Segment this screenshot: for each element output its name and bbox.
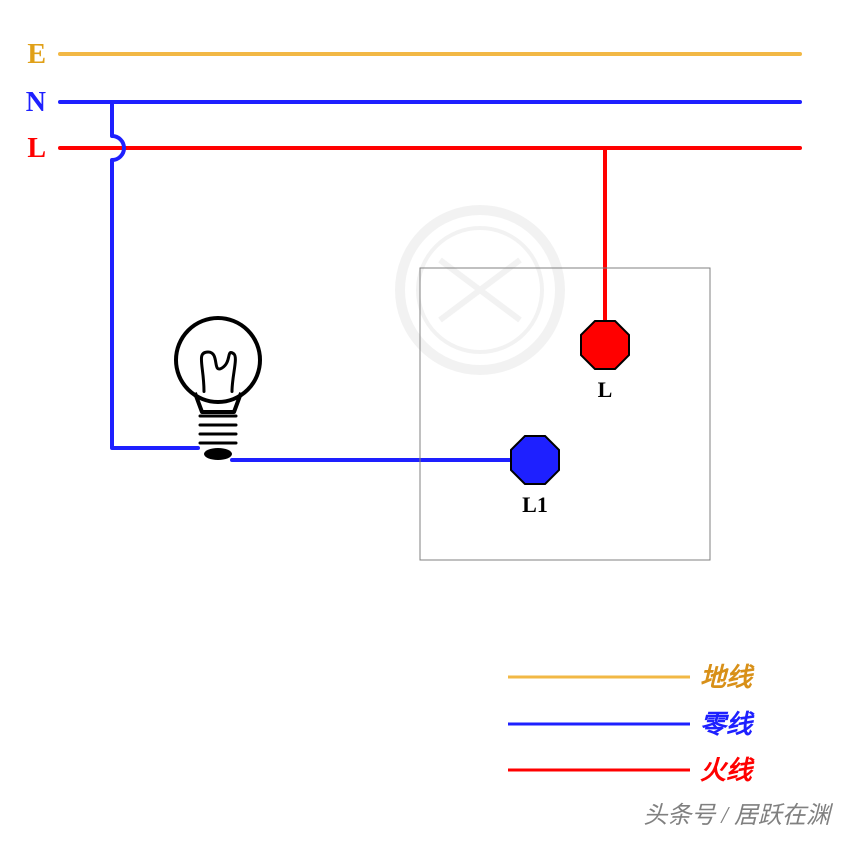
terminal-l1-label: L1 <box>522 492 548 517</box>
earth-bus-label: E <box>27 39 46 70</box>
switch-box <box>420 268 710 560</box>
live-bus-label: L <box>27 133 46 164</box>
neutral-bus-label: N <box>26 87 46 118</box>
legend-label-1: 零线 <box>700 710 755 739</box>
legend-label-2: 火线 <box>700 756 755 785</box>
watermark <box>400 210 560 370</box>
footer-attribution: 头条号 / 居跃在渊 <box>643 802 834 829</box>
neutral-to-bulb-wire <box>112 102 198 448</box>
light-bulb-icon <box>176 318 260 460</box>
legend-label-0: 地线 <box>700 663 755 692</box>
terminal-l-label: L <box>598 377 613 402</box>
terminal-l1 <box>511 436 559 484</box>
terminal-l <box>581 321 629 369</box>
